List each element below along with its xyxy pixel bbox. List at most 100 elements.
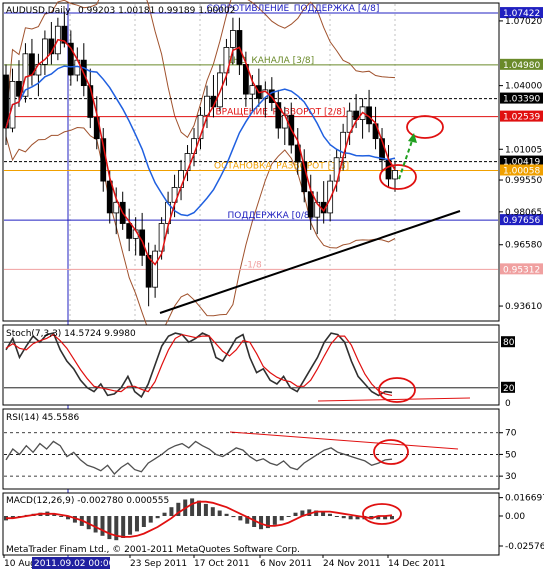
ohlc-values: 0.99203 1.00181 0.99189 1.00002 (78, 6, 235, 16)
moving-averages (5, 38, 396, 266)
rsi-line (4, 431, 498, 477)
level-price-tag (500, 164, 543, 176)
macd-bar (162, 512, 167, 516)
macd-pane: MACD(12,26,9) -0.002780 0.000555 MetaTra… (2, 492, 500, 556)
rsi-tick-label: 50 (505, 450, 517, 460)
macd-bar (86, 516, 91, 530)
support-trendline (159, 210, 461, 314)
stoch-trend (317, 397, 471, 402)
chart-title: AUDUSD,Daily (6, 6, 71, 16)
candle-body (113, 201, 120, 214)
band-lower (5, 126, 396, 335)
rsi-circle (373, 439, 409, 465)
rsi-label: RSI(14) 45.5586 (6, 413, 79, 423)
macd-bar (224, 513, 229, 516)
macd-bar (245, 516, 250, 524)
up-arrow-head (408, 133, 417, 143)
macd-bar (307, 509, 312, 516)
candle-body (106, 180, 113, 214)
macd-bar (286, 516, 291, 517)
candle-body (275, 102, 282, 129)
stoch-level-tag (501, 336, 515, 348)
macd-bar (252, 516, 257, 527)
stoch-circle (378, 377, 416, 403)
macd-bar (148, 516, 153, 523)
macd-tick-label: 0.00 (505, 512, 525, 522)
macd-bar (321, 511, 326, 516)
level-price-label: 0.97656 (503, 216, 540, 226)
band-upper (5, 0, 396, 139)
x-tick-label: 17 Oct 2011 (194, 559, 250, 569)
level-price-label: 0.95312 (503, 265, 540, 275)
macd-bar (348, 516, 353, 520)
level-price-tag (500, 110, 543, 122)
macd-bar (72, 516, 77, 523)
level-text: ДНО_КАНАЛА [3/8] (226, 56, 314, 66)
macd-bar (272, 516, 277, 525)
macd-bar (300, 510, 305, 516)
candle-body (145, 254, 152, 288)
macd-bar (128, 516, 133, 535)
level-text: ОСТАНОВКА_РАЗВОРОТ [1/8] (214, 161, 349, 171)
level-price-label: 1.00058 (503, 166, 540, 176)
rsi-pane: RSI(14) 45.5586 (2, 408, 500, 490)
rsi-line-path (5, 440, 393, 475)
candle-body (22, 53, 29, 97)
target-circle (406, 115, 444, 139)
macd-bar (231, 516, 236, 518)
macd-bar (217, 510, 222, 516)
candle-body (126, 223, 133, 239)
macd-bar (93, 516, 98, 533)
macd-bar (197, 500, 201, 516)
candle-body (230, 30, 236, 48)
candle-body (281, 114, 288, 129)
stoch-axis: 80 20 0 (501, 336, 515, 409)
stoch-label: Stoch(7,3,3) 14.5724 9.9980 (6, 329, 136, 339)
stoch-main (5, 332, 393, 399)
x-tick-label: 24 Nov 2011 (323, 559, 381, 569)
macd-axis: 0.016697 0.00 -0.025760 (499, 494, 544, 552)
macd-bar (141, 516, 146, 527)
y-tick-label: 0.98065 (505, 208, 542, 218)
macd-circle (362, 503, 402, 525)
macd-bar (334, 516, 339, 517)
level-price-tag (500, 214, 543, 226)
macd-bar (100, 516, 105, 536)
macd-bar (210, 507, 215, 516)
reversal-circle (379, 164, 417, 190)
candle-body (171, 187, 178, 203)
macd-bar (134, 516, 139, 532)
candle-body (87, 85, 94, 118)
macd-bar (114, 516, 119, 541)
x-tick-label: 6 Nov 2011 (260, 559, 312, 569)
ma-slow (5, 65, 396, 217)
macd-bar (376, 516, 381, 520)
ma-fast (5, 38, 396, 266)
stoch-zero-label: 0 (505, 399, 511, 409)
macd-bar (169, 507, 174, 516)
y-tick-label: 0.93610 (505, 302, 542, 312)
macd-tick-label: -0.025760 (505, 542, 544, 552)
cursor-date-tag (32, 557, 110, 569)
macd-bar (279, 516, 284, 521)
y-tick-label: 1.07020 (505, 17, 542, 27)
candle-body (392, 170, 398, 180)
stoch-signal (5, 333, 393, 396)
macd-bar (203, 503, 208, 516)
level-price-label: 1.07422 (503, 9, 540, 19)
y-tick-label: 0.99550 (505, 176, 542, 186)
macd-bar (314, 510, 319, 516)
macd-bar (293, 512, 298, 516)
macd-signal (6, 500, 393, 538)
macd-bar (259, 516, 264, 530)
macd-bar (190, 498, 195, 516)
rsi-axis: 70 50 30 (499, 429, 517, 482)
macd-bar (238, 516, 243, 521)
level-text: -1/8 (244, 260, 262, 270)
level-price-tag (500, 155, 543, 167)
stoch-lines (4, 332, 498, 402)
level-price-label: 1.03390 (503, 95, 540, 105)
candle-body (249, 85, 256, 95)
